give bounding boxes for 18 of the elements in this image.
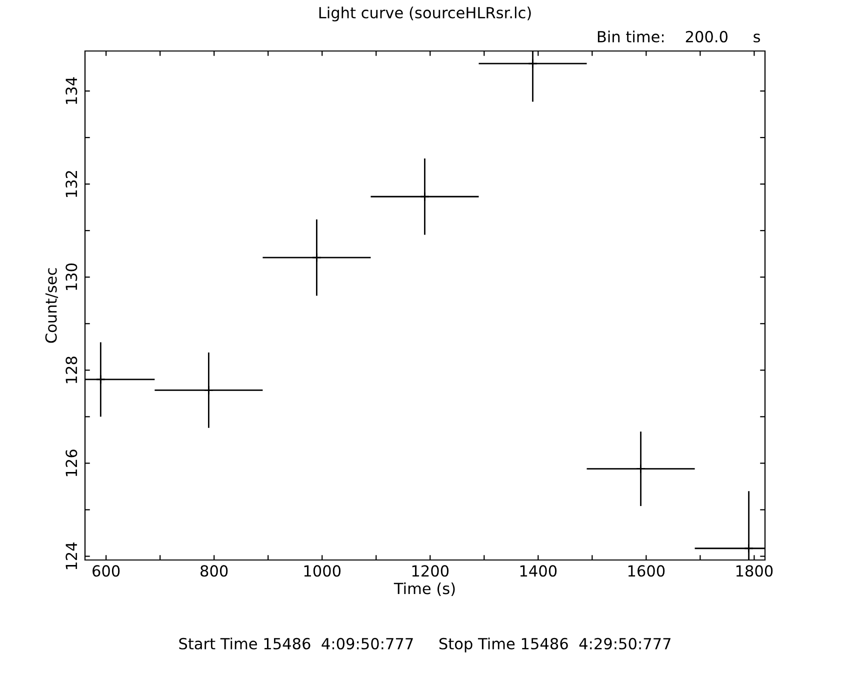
y-tick-label: 124 (66, 542, 77, 570)
y-tick-label: 128 (66, 356, 78, 384)
chart-title: Light curve (sourceHLRsr.lc) (319, 6, 531, 22)
x-tick-label: 800 (200, 565, 228, 577)
x-tick-label: 1000 (304, 565, 341, 577)
x-axis-title: Time (s) (394, 582, 455, 596)
y-tick-label: 132 (66, 171, 78, 197)
x-tick-label: 1400 (520, 565, 557, 577)
y-tick-label: 126 (66, 450, 78, 476)
x-tick-label: 600 (92, 565, 120, 577)
text: Bin time: 200.0 s (598, 30, 760, 42)
y-axis-title: Count/sec (45, 268, 58, 343)
x-tick-label: 1200 (412, 565, 449, 577)
y-tick-label: 130 (66, 264, 78, 290)
text: Start Time 15486 4:09:50:777 Stop Time 15486 4:29:50:777 (179, 638, 670, 652)
x-tick-label: 1800 (736, 565, 773, 577)
x-tick-label: 1600 (628, 565, 665, 577)
y-tick-label: 134 (66, 77, 78, 104)
